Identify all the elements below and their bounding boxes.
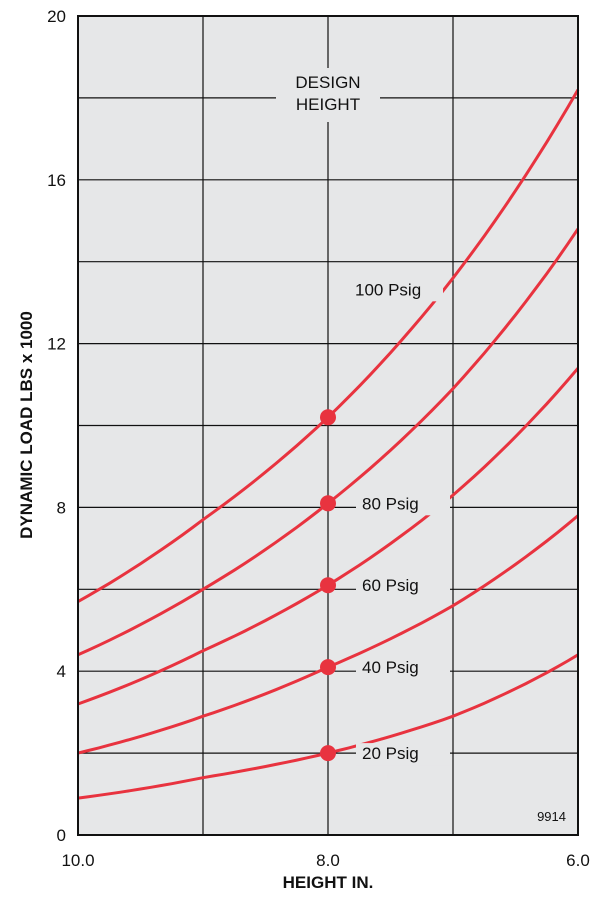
curve-label: 100 Psig	[355, 280, 421, 299]
design-height-label-line: DESIGN	[295, 73, 360, 92]
y-tick-label: 12	[47, 335, 66, 354]
x-tick-label: 10.0	[61, 851, 94, 870]
curve-label: 40 Psig	[362, 658, 419, 677]
curve-labels: 100 Psig 80 Psig 60 Psig 40 Psig 20 Psig	[349, 279, 450, 766]
x-tick-label: 8.0	[316, 851, 340, 870]
curve-label-background	[356, 657, 450, 680]
design-point	[320, 659, 336, 676]
curve-label-background	[349, 279, 443, 302]
curve-label-background	[356, 743, 450, 766]
design-label-background	[276, 68, 380, 122]
plot-frame	[77, 15, 579, 836]
design-point	[320, 495, 336, 512]
design-point	[320, 577, 336, 594]
figure-id: 9914	[537, 809, 566, 824]
curve-label: 60 Psig	[362, 576, 419, 595]
y-tick-label: 16	[47, 171, 66, 190]
x-tick-labels: 10.0 8.0 6.0	[61, 851, 589, 870]
y-tick-label: 20	[47, 7, 66, 26]
design-point	[320, 745, 336, 762]
curve-label: 20 Psig	[362, 744, 419, 763]
design-height-label-line: HEIGHT	[296, 95, 360, 114]
x-axis-title: HEIGHT IN.	[283, 873, 374, 892]
design-height-label: DESIGN HEIGHT	[276, 68, 380, 122]
y-tick-label: 4	[57, 662, 66, 681]
curve-label-background	[356, 575, 450, 598]
design-point	[320, 409, 336, 426]
y-axis-title: DYNAMIC LOAD LBS x 1000	[17, 311, 36, 539]
curve-label-background	[356, 493, 450, 516]
x-tick-label: 6.0	[566, 851, 590, 870]
curve-label: 80 Psig	[362, 494, 419, 513]
y-tick-label: 8	[57, 498, 66, 517]
y-tick-labels: 0 4 8 12 16 20	[47, 7, 66, 845]
design-height-points	[320, 409, 336, 762]
y-tick-label: 0	[57, 826, 66, 845]
